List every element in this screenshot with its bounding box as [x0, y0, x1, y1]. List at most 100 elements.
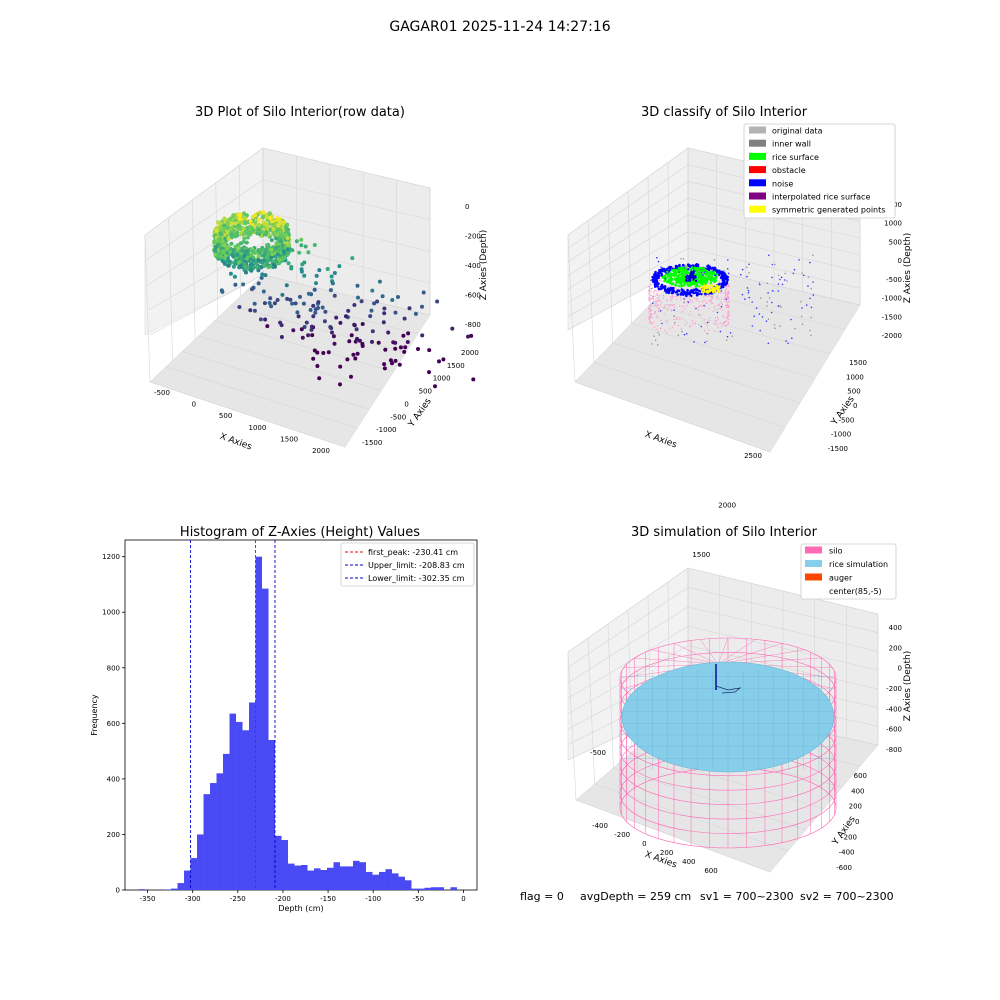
p2-wall-point — [679, 318, 681, 320]
p2-rice-point — [685, 270, 688, 273]
p4-ztick-3: -200 — [886, 685, 902, 693]
p2-scatter-point — [767, 318, 770, 321]
p1-point — [360, 344, 365, 348]
p2-wall-point — [663, 313, 665, 315]
p2-scatter-point — [720, 305, 723, 308]
p1-point — [301, 301, 306, 306]
p2-wall-point — [684, 308, 686, 310]
p2-wall-point — [716, 316, 719, 319]
x-tick-label-5: -100 — [365, 895, 381, 903]
p1-xtick-3: 1000 — [248, 424, 266, 432]
p2-ztick-6: 1000 — [884, 220, 902, 228]
p2-noise-point — [723, 281, 726, 285]
p2-wall-point — [723, 299, 725, 301]
gridline — [587, 637, 595, 785]
p2-wall-point — [716, 295, 718, 297]
p2-wall-point — [712, 310, 714, 313]
p1-point — [260, 248, 265, 253]
p2-wall-point — [660, 319, 662, 322]
p4-legend-label-3: center(85,-5) — [829, 587, 882, 596]
x-tick-label-6: -50 — [413, 895, 424, 903]
p2-wall-point — [666, 298, 668, 301]
p1-point — [441, 357, 446, 362]
gridline — [567, 231, 689, 304]
histogram-bar — [275, 835, 282, 890]
histogram-bar — [262, 588, 269, 890]
p2-sym-point — [713, 287, 716, 290]
p2-wall-point — [673, 318, 675, 320]
p2-scatter-point — [657, 260, 660, 263]
p2-wall-point — [704, 306, 706, 308]
p3-vlines-layer — [190, 540, 276, 890]
p2-legend-label-6: symmetric generated points — [772, 206, 885, 215]
p1-point — [316, 306, 320, 310]
p2-wall-point — [716, 308, 718, 310]
p2-wall-point — [714, 317, 717, 319]
p2-rice-point — [704, 276, 707, 279]
p1-point — [421, 290, 426, 295]
p1-point — [300, 335, 305, 340]
p1-point — [256, 281, 261, 286]
p1-point — [258, 250, 263, 255]
p2-sym-point — [717, 287, 720, 290]
p2-scatter-point — [744, 298, 746, 300]
p1-point — [251, 249, 256, 254]
panel-classify-3d: 3D classify of Silo Interior -500 0 500 100… — [567, 105, 913, 757]
p2-obstacle-point — [694, 279, 698, 283]
p2-legend: original data inner wall rice surface obsta… — [743, 123, 896, 219]
p4-xtick-4: 400 — [682, 858, 695, 866]
p1-point — [317, 376, 322, 381]
gridline — [607, 623, 614, 769]
p2-ztick-0: -2000 — [882, 332, 902, 340]
p2-wall-point — [702, 301, 704, 303]
p2-wall-point — [728, 305, 730, 308]
gridline — [168, 217, 173, 361]
p2-points-layer — [648, 254, 815, 346]
p2-wall-point — [658, 295, 661, 297]
p1-point — [226, 263, 231, 268]
p2-wall-point — [648, 315, 650, 318]
p1-point — [286, 243, 291, 248]
p2-wall-point — [694, 297, 696, 300]
p1-point — [353, 356, 358, 361]
p1-point — [279, 335, 284, 339]
p2-scatter-point — [695, 307, 697, 310]
p2-scatter-point — [649, 279, 652, 282]
p2-wall-point — [697, 309, 700, 311]
p2-scatter-point — [683, 264, 686, 267]
p1-point — [252, 308, 257, 313]
p2-wall-point — [663, 329, 666, 332]
p2-noise-point — [657, 274, 661, 278]
p2-rice-point — [668, 274, 671, 278]
p1-point — [380, 294, 385, 299]
p2-scatter-point — [810, 287, 812, 290]
p1-point — [223, 236, 228, 241]
p1-point — [290, 248, 295, 253]
p2-wall-point — [662, 297, 665, 299]
p1-ytick-2: -500 — [390, 413, 406, 421]
p1-point — [222, 243, 227, 248]
p1-point — [317, 268, 322, 273]
p4-ylabel: Y Axies — [830, 814, 858, 847]
p2-sym-point — [714, 284, 717, 287]
p2-wall-point — [718, 303, 720, 305]
p2-scatter-point — [801, 307, 803, 309]
p2-rice-point — [672, 274, 676, 277]
p2-sym-point — [700, 286, 704, 289]
p2-wall-point — [720, 326, 723, 328]
p2-wall-point — [648, 294, 651, 296]
gridline — [146, 179, 264, 261]
p2-rice-point — [704, 273, 708, 276]
p2-wall-point — [707, 282, 709, 285]
p2-scatter-point — [807, 285, 809, 287]
p2-ztick-5: 500 — [889, 238, 902, 246]
p1-point — [302, 325, 307, 329]
gridline — [567, 248, 689, 317]
p2-scatter-point — [759, 329, 761, 332]
p2-wall-point — [710, 299, 712, 301]
p1-axes-box — [144, 147, 431, 448]
p2-scatter-point — [777, 290, 780, 292]
p2-wall-point — [722, 316, 725, 319]
p1-point — [284, 283, 289, 288]
p2-wall-point — [664, 320, 667, 323]
